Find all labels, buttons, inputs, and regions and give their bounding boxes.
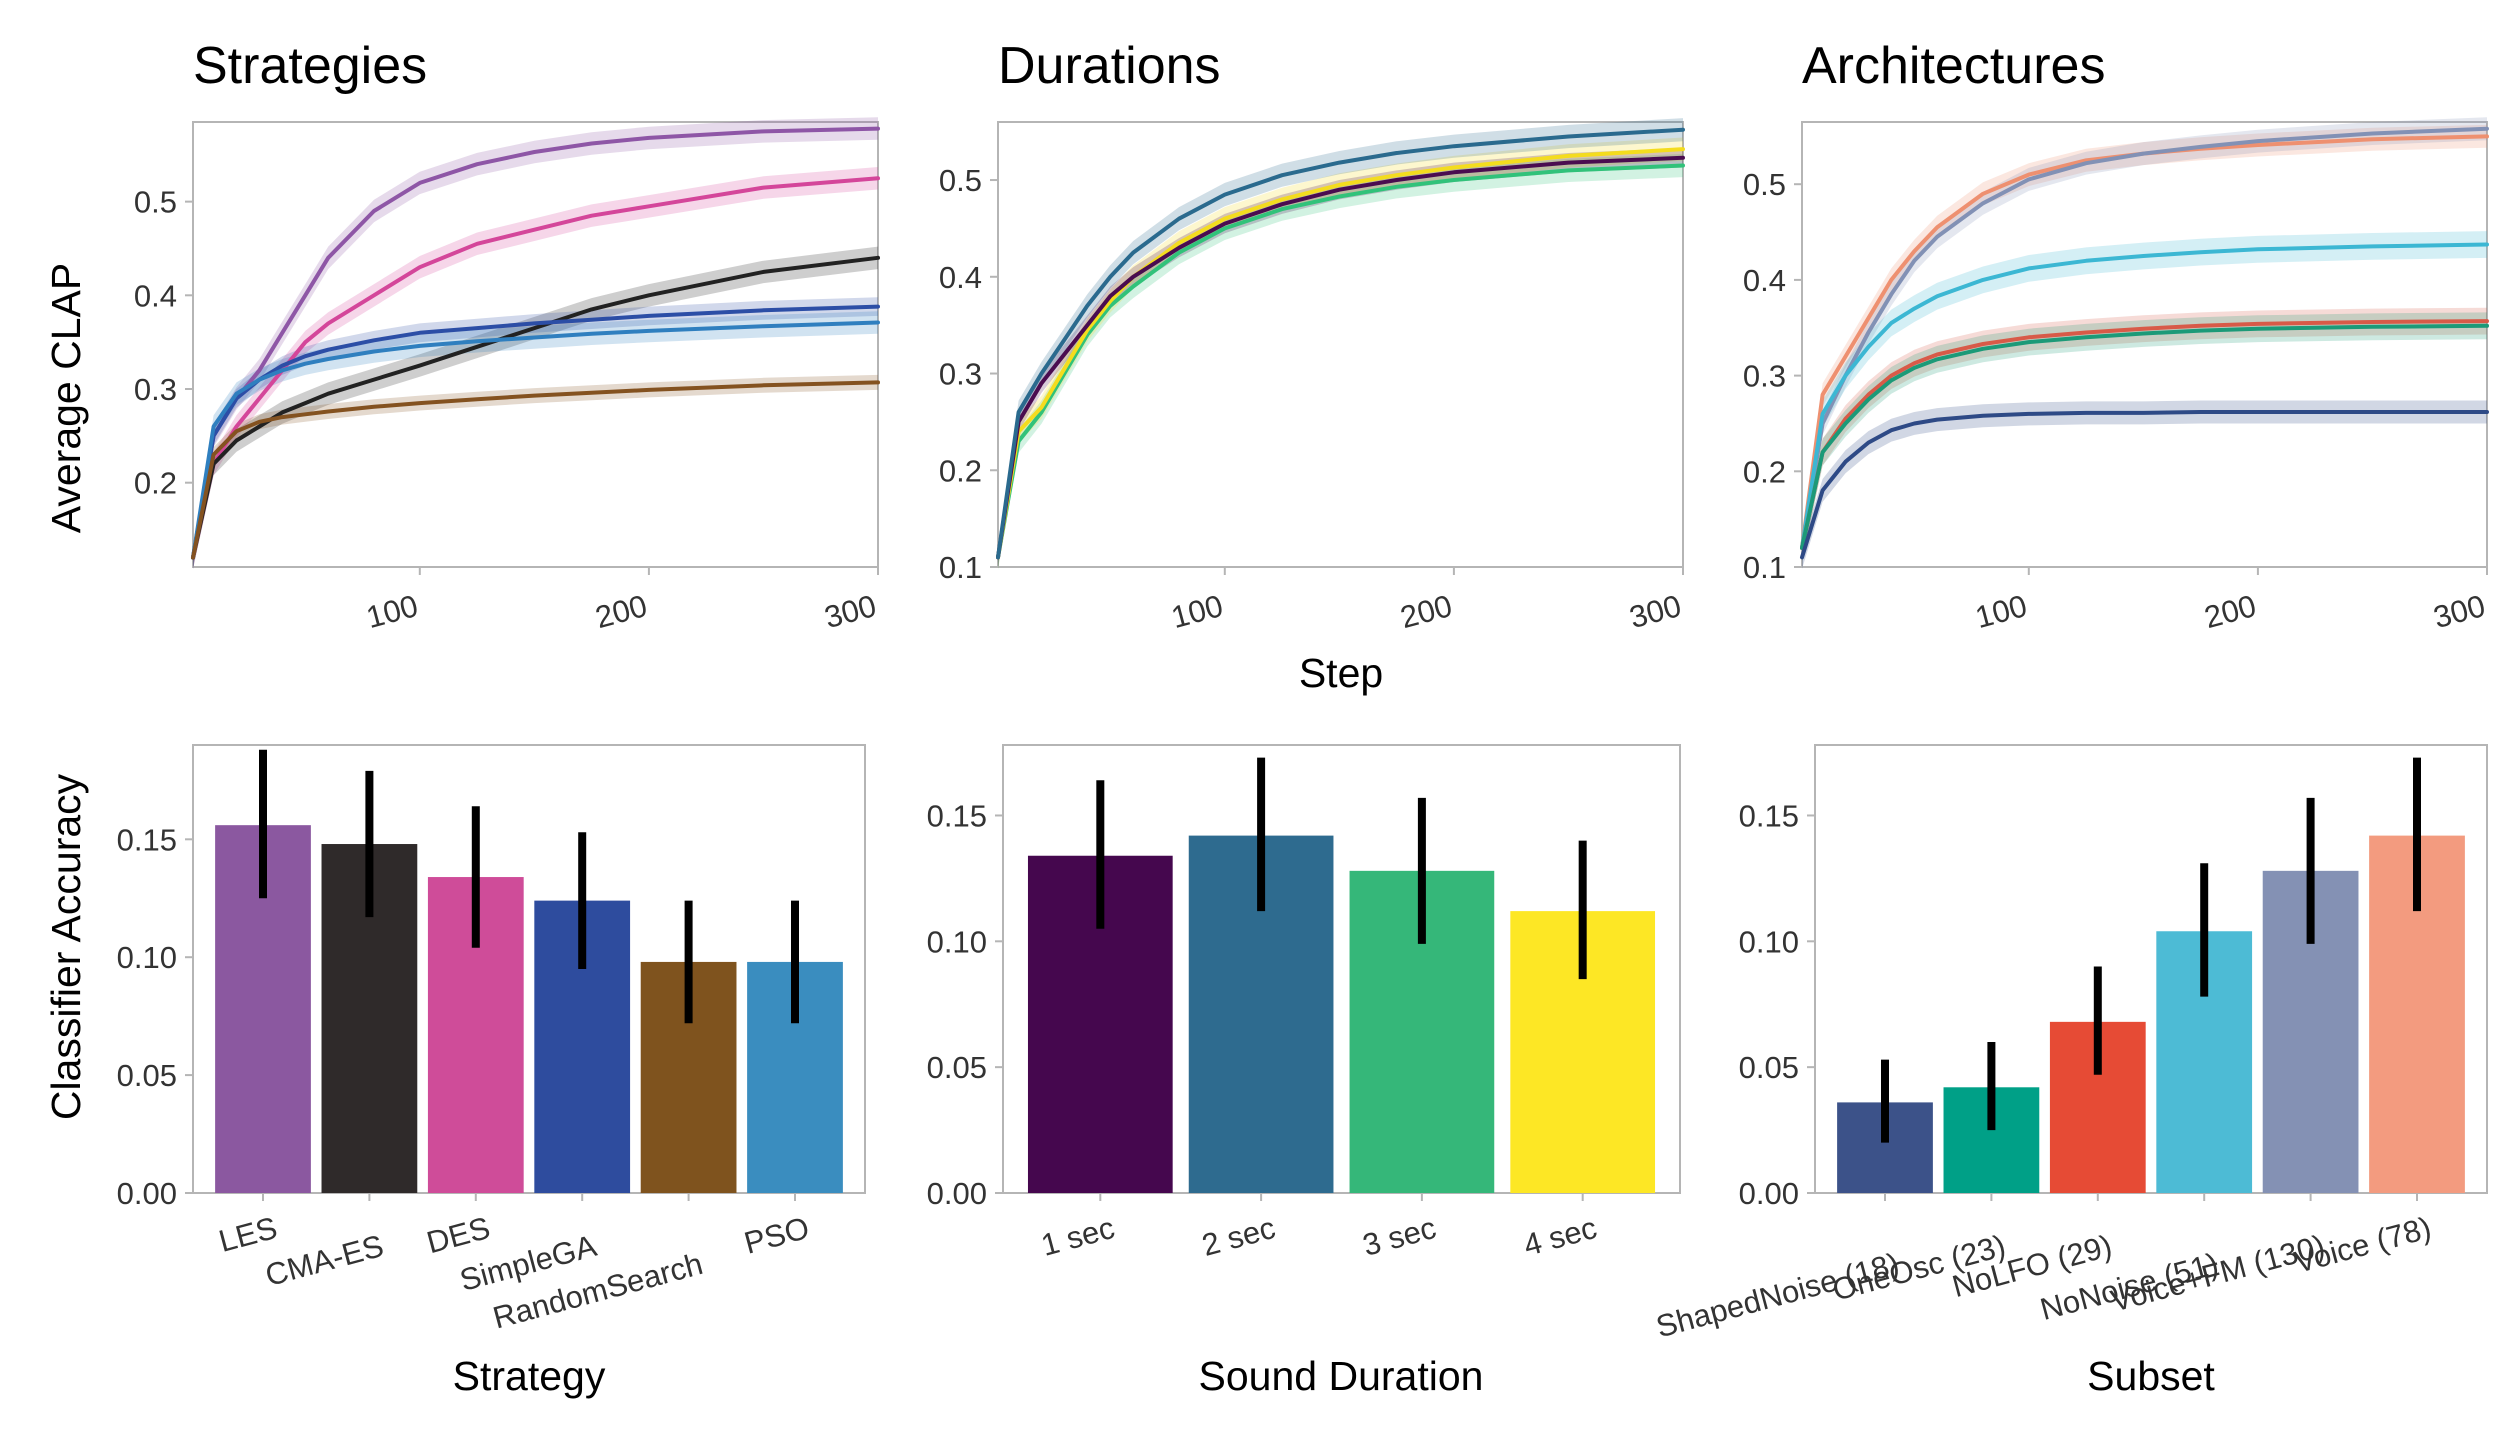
series-line-4 bbox=[996, 127, 1685, 560]
y-tick-label: 0.05 bbox=[117, 1058, 177, 1093]
x-tick-label: 300 bbox=[2430, 588, 2489, 635]
series-line-5 bbox=[1800, 323, 2489, 550]
category-label: Voice (78) bbox=[2291, 1210, 2435, 1280]
series-line-2 bbox=[1800, 126, 2489, 550]
series-line-6 bbox=[191, 380, 880, 560]
y-tick-label: 0.00 bbox=[1739, 1176, 1799, 1211]
y-tick-label: 0.2 bbox=[134, 466, 177, 501]
series-line-2 bbox=[996, 147, 1685, 560]
series-band-1 bbox=[193, 117, 878, 569]
series-band-4 bbox=[998, 118, 1683, 569]
plot-frame bbox=[192, 121, 879, 568]
series-band-5 bbox=[1802, 312, 2487, 562]
series-band-6 bbox=[1802, 400, 2487, 569]
plot-frame bbox=[1814, 744, 2488, 1194]
series-line-3 bbox=[191, 255, 880, 560]
y-tick-label: 0.05 bbox=[1739, 1050, 1799, 1085]
series-band-1 bbox=[998, 153, 1683, 569]
x-tick-label: 200 bbox=[2201, 588, 2260, 635]
series-line-3 bbox=[1800, 242, 2489, 550]
x-tick-label: 300 bbox=[821, 588, 880, 635]
y-tick-label: 0.10 bbox=[117, 940, 177, 975]
series-line-2 bbox=[191, 176, 880, 560]
x-axis-label-subset: Subset bbox=[2087, 1353, 2215, 1399]
series-line-3 bbox=[996, 155, 1685, 560]
y-tick-label: 0.1 bbox=[939, 550, 982, 585]
x-axis-label-strategy: Strategy bbox=[453, 1353, 606, 1399]
category-label: 2 sec bbox=[1198, 1210, 1279, 1263]
y-tick-label: 0.2 bbox=[939, 453, 982, 488]
plot-frame bbox=[192, 744, 866, 1194]
plot-frame bbox=[997, 121, 1684, 568]
x-axis-label-duration: Sound Duration bbox=[1199, 1353, 1484, 1399]
x-axis-label-step: Step bbox=[1299, 650, 1383, 696]
series-band-2 bbox=[998, 137, 1683, 569]
y-tick-label: 0.10 bbox=[927, 924, 987, 959]
category-label: CMA-ES bbox=[262, 1228, 388, 1293]
y-tick-label: 0.5 bbox=[134, 185, 177, 220]
line-panel-durations: Durations Step 0.1 0.2 0.3 0.4 0.5 100 200 300 bbox=[939, 37, 1685, 696]
y-tick-label: 0.4 bbox=[939, 260, 982, 295]
series-line-6 bbox=[1800, 410, 2489, 560]
y-tick-label: 0.3 bbox=[134, 372, 177, 407]
plot-frame bbox=[1801, 121, 2488, 568]
y-tick-label: 0.15 bbox=[927, 798, 987, 833]
y-tick-label: 0.00 bbox=[927, 1176, 987, 1211]
y-tick-label: 0.5 bbox=[939, 163, 982, 198]
y-tick-label: 0.2 bbox=[1743, 454, 1786, 489]
y-tick-label: 0.15 bbox=[117, 822, 177, 857]
series-line-5 bbox=[191, 320, 880, 560]
x-tick-label: 100 bbox=[1972, 588, 2031, 635]
series-line-1 bbox=[1800, 134, 2489, 550]
category-label: DES bbox=[423, 1210, 494, 1260]
y-tick-label: 0.15 bbox=[1739, 798, 1799, 833]
y-tick-label: 0.05 bbox=[927, 1050, 987, 1085]
y-tick-label: 0.1 bbox=[1743, 550, 1786, 585]
line-panel-architectures: Architectures 0.1 0.2 0.3 0.4 0.5 100 200 300 bbox=[1743, 37, 2489, 635]
y-axis-label-clap: Average CLAP bbox=[43, 263, 89, 533]
panel-title-architectures: Architectures bbox=[1802, 37, 2105, 95]
series-line-4 bbox=[191, 304, 880, 560]
x-tick-label: 200 bbox=[592, 588, 651, 635]
y-tick-label: 0.4 bbox=[1743, 263, 1786, 298]
category-label: 1 sec bbox=[1037, 1210, 1118, 1263]
line-panel-strategies: Strategies Average CLAP 0.2 0.3 0.4 0.5 100 2… bbox=[43, 37, 880, 635]
x-tick-label: 200 bbox=[1397, 588, 1456, 635]
bar-panel-duration: Sound Duration 0.00 0.05 0.10 0.15 1 sec 2 se… bbox=[927, 744, 1681, 1399]
y-axis-label-accuracy: Classifier Accuracy bbox=[43, 773, 89, 1120]
series-line-1 bbox=[996, 163, 1685, 560]
category-label: LES bbox=[215, 1210, 281, 1259]
series-band-3 bbox=[998, 148, 1683, 567]
bar-panel-strategy: Classifier Accuracy Strategy 0.00 0.05 0.1… bbox=[43, 744, 866, 1399]
category-label: 4 sec bbox=[1520, 1210, 1601, 1263]
y-tick-label: 0.4 bbox=[134, 278, 177, 313]
category-label: 3 sec bbox=[1359, 1210, 1440, 1263]
x-tick-label: 100 bbox=[363, 588, 422, 635]
x-tick-label: 300 bbox=[1626, 588, 1685, 635]
y-tick-label: 0.00 bbox=[117, 1176, 177, 1211]
y-tick-label: 0.10 bbox=[1739, 924, 1799, 959]
y-tick-label: 0.3 bbox=[939, 357, 982, 392]
series-band-4 bbox=[1802, 307, 2487, 562]
plot-frame bbox=[1002, 744, 1681, 1194]
series-line-4 bbox=[1800, 319, 2489, 550]
x-tick-label: 100 bbox=[1168, 588, 1227, 635]
y-tick-label: 0.3 bbox=[1743, 359, 1786, 394]
panel-title-durations: Durations bbox=[998, 37, 1221, 95]
panel-title-strategies: Strategies bbox=[193, 37, 427, 95]
y-tick-label: 0.5 bbox=[1743, 167, 1786, 202]
category-label: PSO bbox=[741, 1210, 813, 1261]
